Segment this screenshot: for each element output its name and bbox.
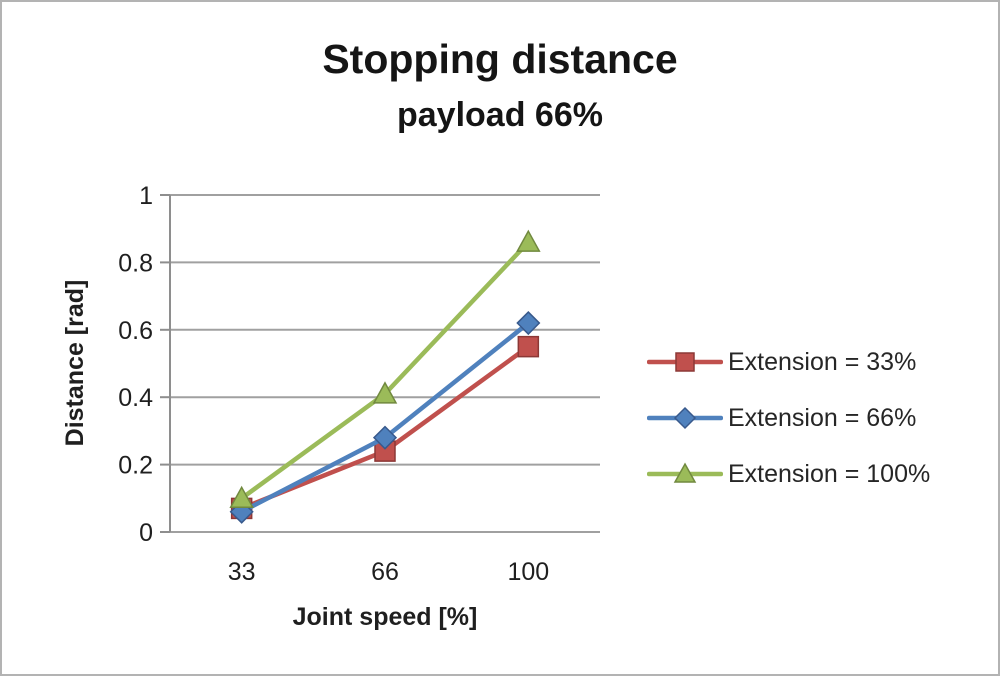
svg-text:33: 33 [228,558,256,586]
svg-text:0: 0 [139,519,153,547]
legend-item-extension-100: Extension = 100% [647,446,930,502]
legend-label: Extension = 33% [728,347,917,376]
legend-marker-triangle-icon [647,462,723,483]
chart-subtitle: payload 66% [397,96,603,134]
svg-text:0.4: 0.4 [118,384,153,412]
legend-label: Extension = 66% [728,403,917,432]
legend-item-extension-33: Extension = 33% [647,334,930,390]
legend: Extension = 33% Extension = 66% Extensio… [647,334,930,502]
legend-label: Extension = 100% [728,459,931,488]
svg-text:0.2: 0.2 [118,452,153,480]
svg-text:1: 1 [139,182,153,210]
svg-text:0.6: 0.6 [118,317,153,345]
svg-text:66: 66 [371,558,399,586]
legend-item-extension-66: Extension = 66% [647,390,930,446]
legend-marker-diamond-icon [647,406,723,430]
x-axis-title: Joint speed [%] [292,603,478,631]
chart-title: Stopping distance [322,36,678,82]
svg-text:0.8: 0.8 [118,249,153,277]
legend-marker-square-icon [647,352,723,372]
svg-text:100: 100 [507,558,549,586]
